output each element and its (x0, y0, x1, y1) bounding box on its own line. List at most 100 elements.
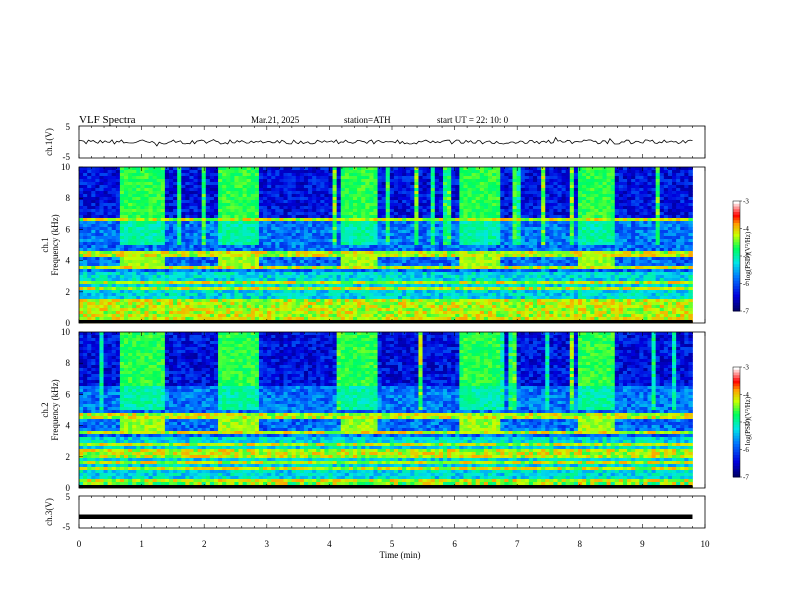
spectrogram-cell (524, 218, 530, 222)
spectrogram-cell (111, 260, 117, 264)
spectrogram-cell (553, 167, 558, 171)
spectrogram-cell (320, 203, 325, 207)
spectrogram-cell (483, 260, 489, 264)
spectrogram-cell (230, 209, 235, 213)
spectrogram-cell (373, 167, 378, 171)
spectrogram-cell (451, 203, 456, 207)
spectrogram-cell (213, 221, 219, 225)
spectrogram-cell (614, 215, 620, 219)
spectrogram-cell (103, 218, 109, 222)
spectrogram-cell (136, 173, 141, 177)
spectrogram-cell (246, 173, 252, 177)
spectrogram-cell (606, 197, 612, 201)
spectrogram-cell (91, 176, 96, 180)
spectrogram-cell (622, 173, 628, 177)
spectrogram-cell (663, 188, 669, 192)
spectrogram-cell (451, 191, 456, 195)
spectrogram-cell (238, 227, 243, 231)
spectrogram-cell (115, 203, 121, 207)
spectrogram-cell (267, 263, 272, 267)
spectrogram-cell (353, 257, 358, 261)
spectrogram-cell (610, 245, 616, 249)
spectrogram-cell (267, 212, 272, 216)
spectrogram-cell (197, 224, 203, 228)
spectrogram-cell (614, 170, 620, 174)
spectrogram-cell (524, 212, 530, 216)
spectrogram-cell (528, 200, 534, 204)
spectrogram-cell (123, 185, 129, 189)
spectrogram-cell (577, 236, 583, 240)
spectrogram-cell (242, 218, 248, 222)
spectrogram-cell (577, 197, 583, 201)
spectrogram-cell (99, 233, 104, 237)
spectrogram-cell (430, 179, 436, 183)
spectrogram-cell (83, 179, 88, 183)
spectrogram-cell (475, 230, 481, 234)
spectrogram-cell (320, 224, 325, 228)
spectrogram-cell (532, 200, 538, 204)
spectrogram-cell (242, 212, 248, 216)
spectrogram-cell (136, 221, 141, 225)
spectrogram-cell (308, 215, 313, 219)
spectrogram-cell (627, 257, 632, 261)
spectrogram-cell (418, 215, 423, 219)
spectrogram-cell (487, 257, 493, 261)
spectrogram-cell (643, 179, 648, 183)
spectrogram-cell (545, 236, 550, 240)
spectrogram-cell (463, 179, 468, 183)
spectrogram-cell (185, 242, 190, 246)
spectrogram-cell (324, 218, 329, 222)
spectrogram-cell (222, 206, 227, 210)
spectrogram-cell (569, 212, 575, 216)
spectrogram-cell (385, 221, 391, 225)
spectrogram-cell (312, 227, 317, 231)
spectrogram-cell (426, 260, 432, 264)
spectrogram-cell (418, 194, 423, 198)
spectrogram-cell (438, 218, 444, 222)
spectrogram-cell (398, 260, 403, 264)
spectrogram-cell (373, 212, 378, 216)
spectrogram-cell (688, 173, 693, 177)
spectrogram-cell (144, 236, 149, 240)
spectrogram-cell (271, 215, 276, 219)
spectrogram-cell (271, 239, 276, 243)
spectrogram-cell (287, 215, 293, 219)
spectrogram-cell (402, 206, 407, 210)
spectrogram-cell (557, 203, 562, 207)
spectrogram-cell (672, 179, 677, 183)
spectrogram-cell (618, 227, 624, 231)
spectrogram-cell (91, 224, 96, 228)
spectrogram-cell (586, 224, 591, 228)
spectrogram-cell (561, 176, 567, 180)
spectrogram-cell (447, 242, 452, 246)
spectrogram-cell (467, 248, 473, 252)
spectrogram-cell (205, 176, 211, 180)
spectrogram-cell (647, 188, 652, 192)
spectrogram-cell (275, 173, 280, 177)
spectrogram-cell (487, 254, 493, 258)
spectrogram-cell (426, 200, 432, 204)
spectrogram-cell (406, 257, 411, 261)
spectrogram-cell (263, 197, 268, 201)
spectrogram-cell (672, 236, 677, 240)
spectrogram-cell (586, 230, 591, 234)
spectrogram-cell (328, 257, 333, 261)
spectrogram-cell (230, 188, 235, 192)
spectrogram-cell (455, 239, 460, 243)
spectrogram-cell (258, 167, 264, 171)
spectrogram-cell (545, 215, 550, 219)
spectrogram-cell (144, 194, 149, 198)
spectrogram-cell (336, 200, 342, 204)
spectrogram-cell (516, 203, 522, 207)
spectrogram-cell (119, 239, 125, 243)
spectrogram-cell (447, 230, 452, 234)
spectrogram-cell (414, 221, 419, 225)
spectrogram-cell (475, 227, 481, 231)
spectrogram-cell (426, 227, 432, 231)
spectrogram-cell (398, 194, 403, 198)
spectrogram-cell (291, 200, 297, 204)
spectrogram-cell (132, 197, 137, 201)
spectrogram-cell (459, 215, 464, 219)
spectrogram-cell (250, 257, 256, 261)
spectrogram-cell (295, 212, 301, 216)
